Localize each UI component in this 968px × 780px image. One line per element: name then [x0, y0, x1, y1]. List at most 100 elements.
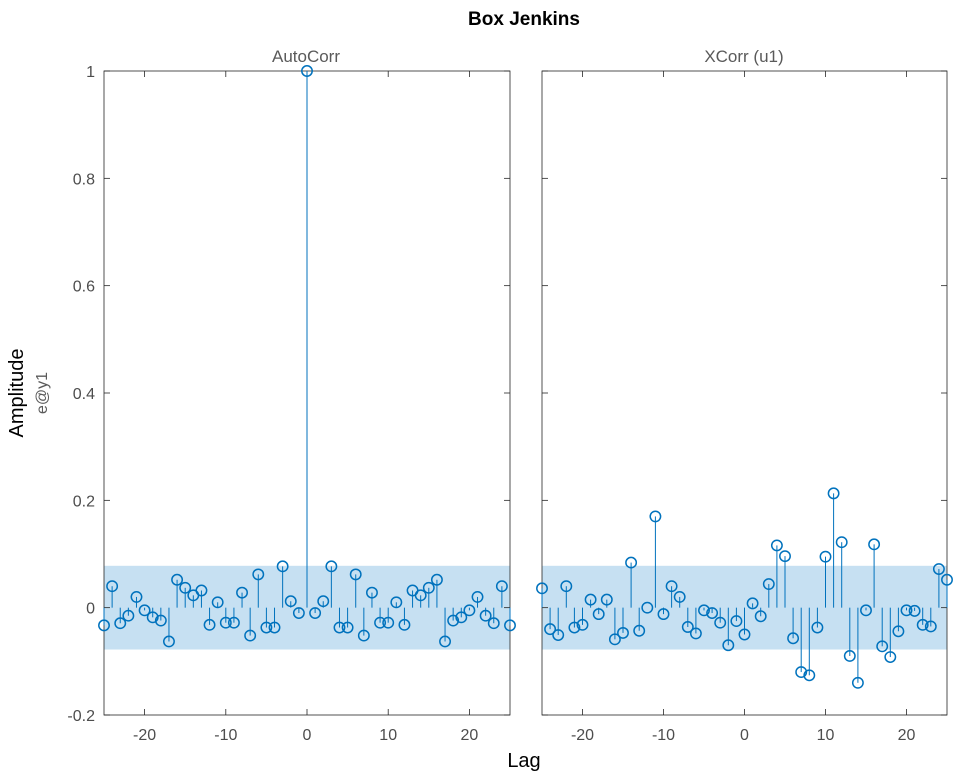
- x-tick-label: 20: [898, 727, 916, 744]
- stem-marker: [892, 625, 905, 638]
- stem-marker: [317, 595, 330, 608]
- stem-marker: [649, 510, 662, 523]
- x-axis-label: Lag: [507, 750, 540, 772]
- stem-marker: [552, 629, 565, 641]
- stem-marker: [673, 590, 686, 603]
- stem-marker: [900, 604, 913, 617]
- stem-marker: [932, 563, 945, 575]
- stem-marker: [779, 550, 791, 563]
- stem-marker: [219, 616, 232, 629]
- stem-marker: [114, 617, 127, 630]
- stem-marker: [390, 596, 403, 609]
- x-tick-label: 0: [740, 727, 749, 744]
- stem-marker: [366, 586, 378, 599]
- panel-autocorr: AutoCorr -0.2 0 0.2 0.4 0.6 0.8 1 -20 -10 0 10 20: [67, 47, 516, 744]
- stem-marker: [471, 590, 484, 603]
- stem-marker: [154, 614, 167, 627]
- x-tick-label: -20: [571, 727, 594, 744]
- stem-marker: [860, 604, 872, 617]
- stem-marker: [341, 621, 354, 634]
- stem-marker: [787, 632, 800, 645]
- y-tick-label: -0.2: [67, 708, 95, 725]
- stem-marker: [414, 589, 427, 602]
- stem-marker: [876, 640, 889, 653]
- stem-marker: [455, 611, 468, 624]
- stem-marker: [714, 616, 727, 629]
- stem-marker: [754, 610, 767, 623]
- stem-marker: [447, 614, 460, 627]
- stem-marker: [146, 611, 159, 624]
- stem-marker: [195, 584, 208, 597]
- stem-marker: [584, 593, 597, 606]
- stem-marker: [827, 487, 840, 500]
- chart-title: Box Jenkins: [468, 9, 580, 30]
- stem-marker: [463, 604, 476, 617]
- panel-title-xcorr: XCorr (u1): [704, 47, 783, 66]
- stem-marker: [924, 620, 937, 633]
- stem-marker: [284, 595, 297, 608]
- stem-marker: [479, 609, 492, 622]
- stem-marker: [430, 573, 443, 586]
- y-axis-label: Amplitude: [6, 349, 28, 438]
- stem-marker: [504, 619, 516, 632]
- stem-marker: [576, 618, 589, 631]
- y-tick-label: 0.8: [73, 171, 95, 188]
- y-tick-label: 0: [86, 601, 95, 618]
- stem-marker: [941, 573, 953, 586]
- stem-marker: [268, 621, 281, 634]
- x-tick-label: 10: [817, 727, 835, 744]
- stem-marker: [560, 580, 573, 593]
- panel-title-autocorr: AutoCorr: [272, 47, 340, 66]
- stem-marker: [544, 623, 557, 636]
- stem-marker: [916, 618, 929, 631]
- stem-marker: [819, 550, 832, 563]
- stem-marker: [868, 538, 881, 551]
- stem-marker: [608, 633, 621, 646]
- stem-marker: [301, 65, 313, 77]
- stem-marker: [244, 629, 257, 642]
- stem-marker: [260, 621, 273, 634]
- stem-marker: [98, 619, 110, 632]
- stem-marker: [689, 627, 702, 640]
- x-tick-label: -20: [133, 727, 156, 744]
- stem-marker: [795, 666, 808, 679]
- stem-marker: [722, 639, 735, 652]
- stem-marker: [641, 601, 654, 614]
- stem-marker: [730, 615, 743, 628]
- stem-marker: [276, 560, 289, 573]
- stem-marker: [252, 568, 265, 581]
- x-tick-label: 10: [379, 727, 397, 744]
- panel-xcorr: XCorr (u1) -20 -10 0 10 20: [536, 47, 953, 744]
- y-tick-label: 0.4: [73, 386, 95, 403]
- stem-marker: [633, 624, 646, 637]
- stem-marker: [770, 539, 783, 552]
- stem-marker: [811, 621, 824, 634]
- stem-marker: [738, 628, 751, 641]
- stem-marker: [236, 586, 248, 599]
- stem-marker: [835, 536, 848, 549]
- stem-marker: [851, 676, 864, 689]
- stem-marker: [681, 621, 694, 633]
- stem-marker: [698, 604, 710, 617]
- confidence-band: [542, 565, 947, 650]
- x-tick-label: -10: [652, 727, 675, 744]
- stem-marker: [568, 621, 581, 634]
- stem-marker: [130, 590, 143, 603]
- stem-marker: [746, 597, 759, 610]
- stem-marker: [292, 607, 305, 619]
- stem-marker: [227, 616, 240, 629]
- stem-marker: [495, 580, 508, 593]
- stem-marker: [333, 621, 346, 634]
- y-tick-label: 0.2: [73, 493, 95, 510]
- stem-marker: [106, 580, 119, 593]
- stem-marker: [179, 581, 192, 594]
- stem-marker: [592, 608, 605, 621]
- stem-marker: [625, 556, 638, 569]
- stem-marker: [122, 609, 135, 622]
- stem-marker: [600, 593, 613, 606]
- stem-marker: [617, 626, 629, 639]
- x-tick-label: -10: [214, 727, 237, 744]
- y-tick-label: 0.6: [73, 279, 95, 296]
- x-tick-label: 0: [303, 727, 312, 744]
